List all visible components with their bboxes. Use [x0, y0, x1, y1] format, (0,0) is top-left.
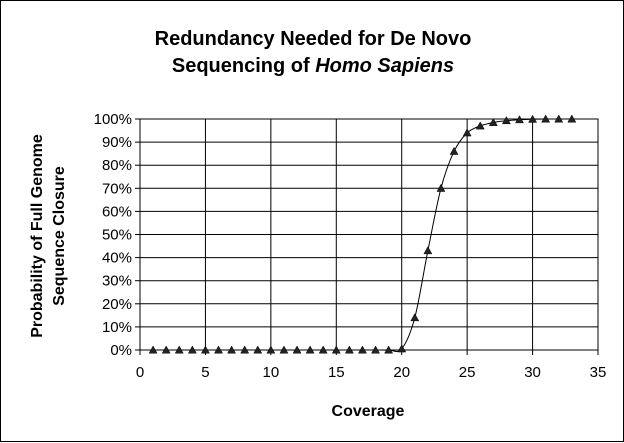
data-point-marker [397, 344, 407, 353]
data-point-marker [201, 345, 210, 354]
y-tick-label: 70% [102, 180, 132, 197]
y-axis-title-line1: Probability of Full Genome [29, 134, 46, 338]
y-tick-label: 0% [110, 342, 132, 359]
data-series [148, 114, 577, 354]
data-point-marker [227, 345, 237, 354]
data-point-marker [279, 345, 289, 354]
y-tick-label: 50% [102, 227, 132, 244]
series-line [153, 118, 572, 353]
grid-lines [135, 118, 599, 355]
y-tick-label: 10% [102, 319, 132, 336]
x-axis-title: Coverage [332, 403, 405, 420]
data-point-marker [240, 345, 250, 354]
x-tick-label: 0 [136, 364, 144, 381]
data-point-marker [358, 345, 367, 354]
data-point-marker [436, 183, 446, 192]
data-point-marker [305, 345, 315, 354]
data-point-marker [344, 345, 354, 354]
data-point-marker [475, 121, 485, 130]
x-tick-label: 30 [524, 364, 541, 381]
y-tick-label: 100% [94, 111, 132, 128]
data-point-marker [567, 114, 577, 123]
y-tick-label: 30% [102, 273, 132, 290]
data-point-marker [371, 345, 380, 354]
data-point-marker [501, 116, 511, 125]
data-point-marker [384, 345, 394, 354]
y-tick-label: 80% [102, 157, 132, 174]
data-point-marker [462, 128, 472, 137]
data-point-marker [488, 117, 498, 126]
data-point-marker [253, 345, 263, 354]
tick-labels: 0% 10% 20% 30% 40% 50% 60% 70% 80% 90% 100% 0 5 10 15 2… [94, 111, 607, 381]
data-point-marker [515, 115, 524, 124]
data-point-marker [174, 345, 184, 354]
data-point-marker [528, 114, 537, 123]
data-point-marker [161, 345, 171, 354]
chart-title-italic: Homo Sapiens [315, 55, 454, 77]
x-tick-label: 10 [263, 364, 280, 381]
data-point-marker [292, 345, 302, 354]
y-tick-label: 20% [102, 296, 132, 313]
data-point-marker [214, 345, 223, 354]
data-point-marker [331, 345, 341, 354]
y-axis-title-line2: Sequence Closure [51, 166, 68, 306]
data-point-marker [318, 345, 328, 354]
chart-title-line2: Sequencing of Homo Sapiens [172, 55, 454, 77]
y-tick-label: 90% [102, 134, 132, 151]
chart-title-prefix: Sequencing of [172, 55, 315, 77]
data-point-marker [410, 313, 420, 322]
data-point-marker [541, 114, 551, 123]
x-tick-label: 5 [201, 364, 209, 381]
data-point-marker [423, 246, 433, 255]
chart-title-line1: Redundancy Needed for De Novo [155, 28, 472, 50]
x-tick-label: 15 [328, 364, 345, 381]
data-point-marker [449, 146, 459, 155]
x-tick-label: 35 [590, 364, 607, 381]
y-tick-label: 40% [102, 250, 132, 267]
data-point-marker [266, 345, 276, 354]
x-tick-label: 25 [459, 364, 476, 381]
y-tick-label: 60% [102, 203, 132, 220]
data-point-marker [148, 345, 158, 354]
x-tick-label: 20 [393, 364, 410, 381]
data-point-marker [554, 114, 564, 123]
data-point-marker [187, 345, 197, 354]
